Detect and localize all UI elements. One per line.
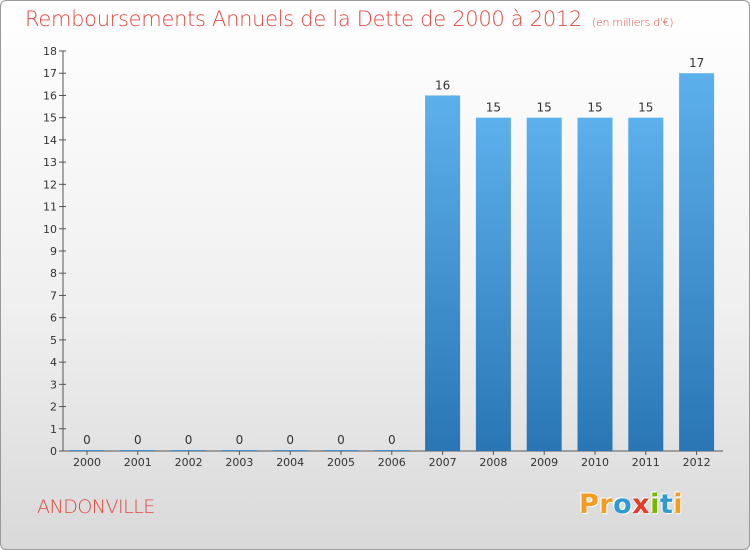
bar [679, 73, 715, 451]
data-label: 0 [185, 433, 193, 447]
logo-letter: i [650, 489, 660, 520]
data-label: 0 [83, 433, 91, 447]
y-tick-label: 0 [50, 445, 57, 458]
data-label: 17 [689, 56, 704, 70]
bar [120, 450, 156, 451]
x-tick-label: 2006 [378, 456, 406, 469]
x-tick-label: 2001 [124, 456, 152, 469]
x-tick-label: 2002 [175, 456, 203, 469]
data-label: 15 [587, 101, 602, 115]
chart-bars [69, 73, 715, 452]
y-tick-label: 14 [43, 134, 57, 147]
y-tick-label: 2 [50, 401, 57, 414]
y-tick-label: 12 [43, 178, 57, 191]
chart-title-text: Remboursements Annuels de la Dette de 20… [25, 7, 582, 31]
x-tick-label: 2000 [73, 456, 101, 469]
data-label: 0 [337, 433, 345, 447]
bar [577, 117, 613, 452]
x-tick-label: 2007 [429, 456, 457, 469]
y-tick-label: 4 [50, 356, 57, 369]
bar [628, 117, 664, 452]
data-label: 0 [286, 433, 294, 447]
data-label: 0 [388, 433, 396, 447]
y-tick-label: 6 [50, 312, 57, 325]
y-tick-label: 5 [50, 334, 57, 347]
y-tick-label: 13 [43, 156, 57, 169]
bar [425, 95, 461, 451]
data-label: 15 [537, 101, 552, 115]
data-label: 15 [486, 101, 501, 115]
chart-title: Remboursements Annuels de la Dette de 20… [25, 7, 673, 31]
data-label: 0 [236, 433, 244, 447]
x-tick-label: 2012 [683, 456, 711, 469]
x-tick-label: 2011 [632, 456, 660, 469]
y-tick-label: 3 [50, 378, 57, 391]
y-tick-label: 9 [50, 245, 57, 258]
chart-labels: 0123456789101112131415161718200002001020… [43, 45, 711, 469]
bar [323, 450, 359, 451]
bar [475, 117, 511, 452]
data-label: 0 [134, 433, 142, 447]
bar [526, 117, 562, 452]
x-tick-label: 2003 [225, 456, 253, 469]
logo-letter: o [613, 489, 633, 520]
logo-letter: i [673, 489, 684, 520]
y-tick-label: 8 [50, 267, 57, 280]
x-tick-label: 2009 [530, 456, 558, 469]
y-tick-label: 7 [50, 289, 57, 302]
bar [69, 450, 105, 451]
y-tick-label: 16 [43, 89, 57, 102]
data-label: 15 [638, 101, 653, 115]
data-label: 16 [435, 78, 450, 92]
x-tick-label: 2004 [276, 456, 304, 469]
bar [221, 450, 257, 451]
bar [171, 450, 207, 451]
x-tick-label: 2005 [327, 456, 355, 469]
logo-letter: Pr [579, 489, 614, 520]
x-tick-label: 2008 [479, 456, 507, 469]
commune-name: ANDONVILLE [37, 496, 155, 518]
logo-letter: x [632, 489, 651, 520]
bar [374, 450, 410, 451]
chart-unit-note: (en milliers d'€) [592, 16, 674, 29]
y-tick-label: 17 [43, 67, 57, 80]
y-tick-label: 10 [43, 223, 57, 236]
logo-letter: t [659, 489, 674, 520]
y-tick-label: 11 [43, 201, 57, 214]
y-tick-label: 18 [43, 45, 57, 58]
y-tick-label: 1 [50, 423, 57, 436]
bar [272, 450, 308, 451]
y-tick-label: 15 [43, 112, 57, 125]
x-tick-label: 2010 [581, 456, 609, 469]
proxiti-logo: Proxiti [579, 489, 683, 520]
chart-axes [59, 50, 723, 455]
